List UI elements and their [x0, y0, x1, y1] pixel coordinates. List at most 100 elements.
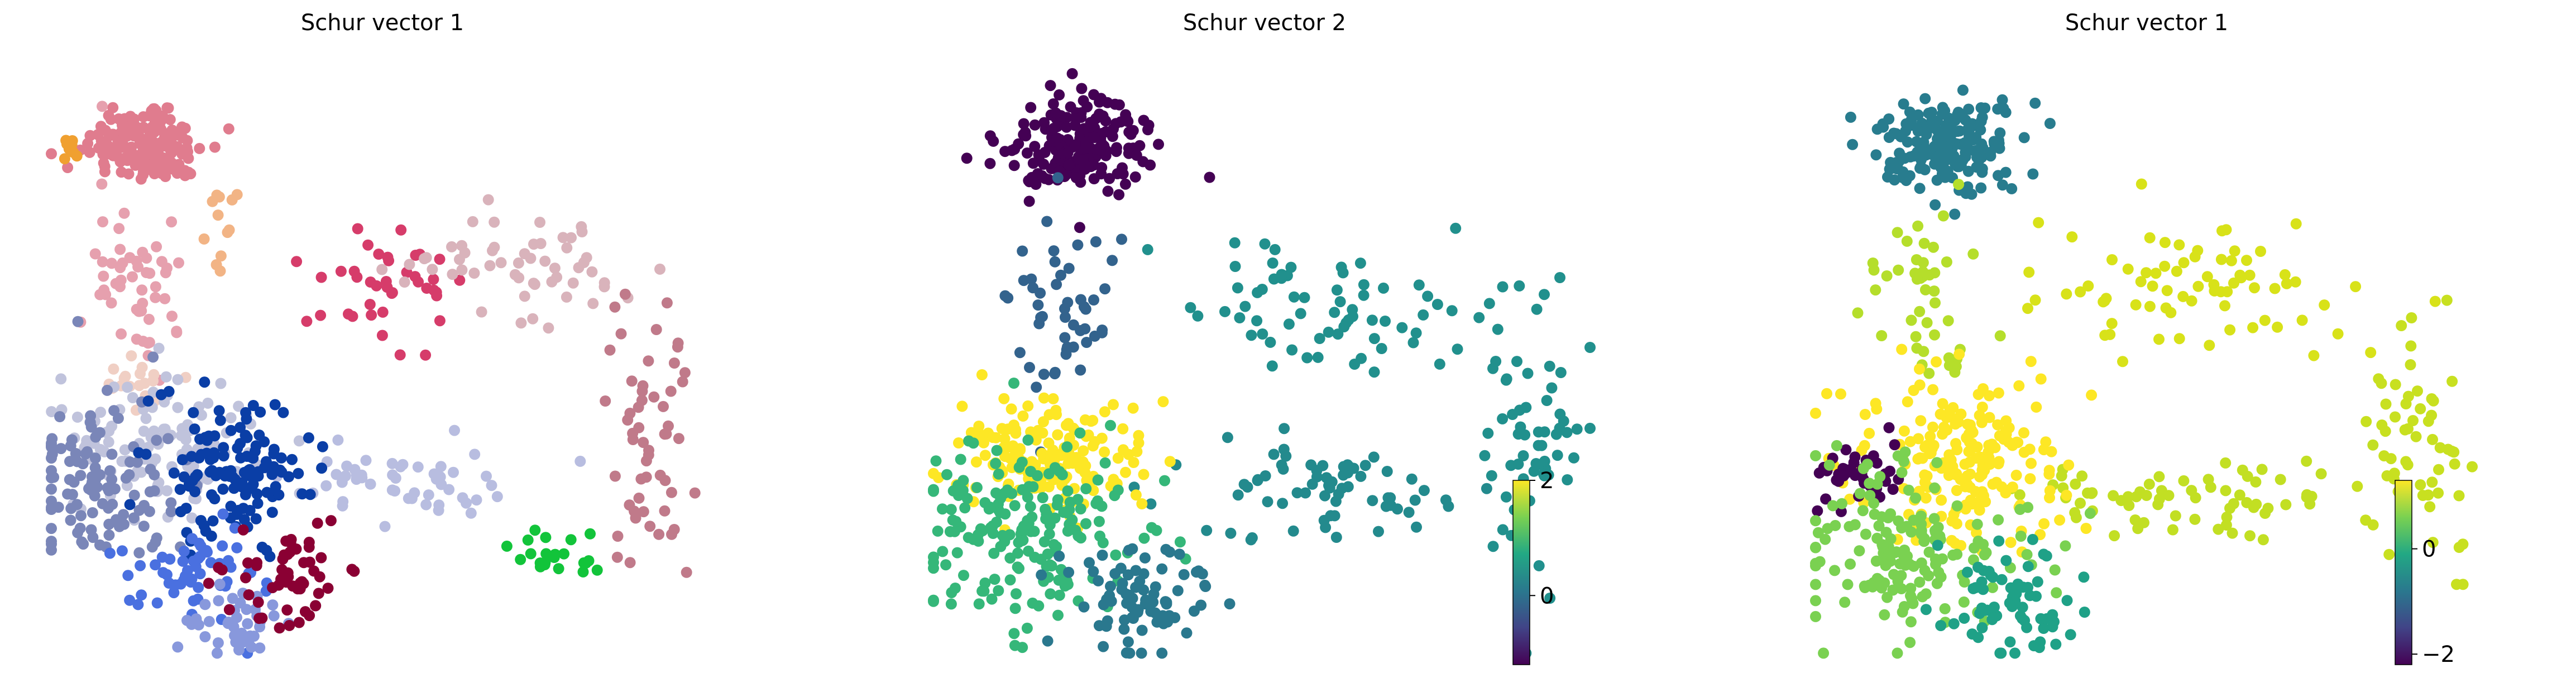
scatter-point — [1392, 503, 1403, 515]
scatter-point — [2076, 470, 2088, 482]
scatter-point — [2159, 260, 2171, 272]
scatter-point — [2422, 489, 2434, 501]
scatter-point — [1112, 484, 1124, 496]
scatter-point — [2000, 107, 2012, 118]
scatter-point — [103, 518, 115, 530]
scatter-point — [1089, 330, 1100, 342]
scatter-point — [1081, 337, 1093, 348]
scatter-point — [1876, 330, 1888, 341]
scatter-point — [94, 427, 106, 438]
scatter-point — [194, 142, 205, 154]
scatter-point — [604, 344, 616, 356]
scatter-point — [420, 349, 432, 361]
scatter-point — [434, 315, 446, 327]
scatter-point — [1928, 285, 1940, 297]
scatter-point — [2234, 489, 2245, 501]
scatter-point — [2186, 295, 2197, 307]
scatter-point — [1342, 459, 1353, 471]
scatter-point — [1070, 172, 1082, 183]
colorbar-tick-label: 0 — [2422, 537, 2436, 562]
scatter-point — [1919, 469, 1931, 481]
scatter-point — [2405, 359, 2416, 370]
scatter-point — [1080, 303, 1091, 315]
scatter-point — [1142, 244, 1153, 255]
scatter-point — [1006, 488, 1018, 499]
scatter-point — [382, 251, 394, 263]
scatter-point — [1514, 280, 1525, 292]
scatter-point — [1174, 536, 1186, 548]
scatter-point — [1876, 511, 1888, 523]
scatter-point — [209, 430, 221, 442]
scatter-point — [1225, 527, 1237, 539]
scatter-point — [1134, 575, 1146, 587]
scatter-point — [165, 506, 177, 517]
scatter-point — [423, 489, 434, 501]
scatter-point — [1030, 179, 1042, 190]
scatter-point — [1008, 378, 1019, 389]
scatter-point — [223, 123, 234, 135]
scatter-point — [519, 248, 530, 260]
scatter-point — [2051, 587, 2062, 599]
scatter-point — [491, 491, 503, 503]
scatter-point — [116, 328, 127, 340]
scatter-point — [200, 545, 212, 556]
scatter-point — [1045, 588, 1056, 600]
scatter-point — [2412, 385, 2423, 397]
scatter-point — [1904, 559, 1916, 570]
scatter-point — [2027, 168, 2039, 180]
scatter-point — [624, 407, 636, 419]
scatter-point — [2106, 318, 2118, 330]
scatter-point — [2272, 321, 2283, 333]
scatter-point — [2290, 218, 2302, 230]
scatter-point — [72, 316, 84, 327]
scatter-point — [1983, 452, 1995, 464]
scatter-point — [1994, 330, 2006, 342]
scatter-point — [1396, 322, 1408, 333]
scatter-point — [2117, 356, 2128, 368]
scatter-point — [644, 521, 656, 532]
scatter-point — [956, 400, 968, 412]
scatter-point — [1552, 450, 1563, 461]
scatter-point — [2407, 415, 2419, 426]
scatter-point — [1479, 450, 1491, 461]
scatter-point — [928, 562, 939, 574]
scatter-point — [433, 499, 445, 511]
scatter-point — [2031, 401, 2042, 413]
panel-title: Schur vector 1 — [300, 10, 465, 36]
scatter-point — [2405, 340, 2417, 352]
scatter-point — [1914, 183, 1926, 194]
scatter-point — [1113, 189, 1125, 201]
scatter-point — [1112, 452, 1124, 464]
scatter-point — [231, 542, 243, 554]
scatter-point — [2153, 333, 2165, 345]
scatter-point — [539, 557, 551, 569]
scatter-point — [1085, 416, 1097, 427]
scatter-point — [138, 500, 150, 511]
scatter-point — [1868, 577, 1879, 589]
scatter-point — [1054, 589, 1065, 601]
scatter-point — [435, 461, 447, 473]
scatter-point — [1063, 159, 1075, 171]
scatter-point — [149, 469, 160, 480]
scatter-point — [2108, 490, 2119, 502]
scatter-point — [1861, 459, 1873, 470]
scatter-point — [1376, 343, 1387, 354]
scatter-point — [157, 152, 169, 164]
scatter-point — [1880, 527, 1892, 538]
scatter-point — [1883, 132, 1895, 143]
scatter-point — [2070, 512, 2082, 523]
scatter-point — [1929, 526, 1941, 538]
scatter-point — [1531, 303, 1543, 315]
scatter-point — [2063, 459, 2075, 471]
scatter-point — [1406, 473, 1418, 485]
scatter-point — [567, 277, 579, 289]
scatter-point — [106, 421, 118, 432]
scatter-point — [1138, 115, 1150, 126]
scatter-point — [1951, 414, 1963, 426]
scatter-point — [2018, 132, 2030, 144]
scatter-point — [1038, 536, 1050, 547]
scatter-point — [1099, 446, 1110, 458]
scatter-point — [2159, 237, 2171, 249]
scatter-point — [1098, 641, 1109, 652]
scatter-point — [643, 445, 654, 456]
